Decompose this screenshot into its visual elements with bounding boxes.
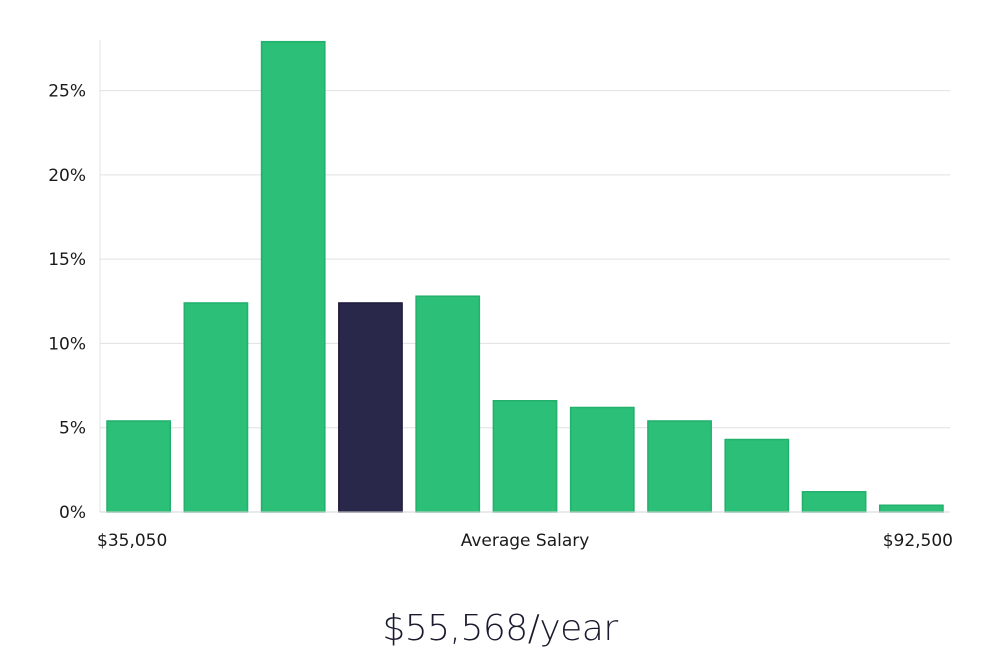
- x-axis-title: Average Salary: [461, 531, 590, 551]
- bar: [569, 406, 635, 513]
- bar: [647, 420, 712, 513]
- y-tick-label: 20%: [48, 166, 86, 186]
- bar: [183, 302, 249, 513]
- salary-histogram: 0%5%10%15%20%25% $35,050 Average Salary …: [48, 40, 953, 551]
- bar: [260, 40, 326, 513]
- y-tick-label: 10%: [48, 334, 86, 354]
- x-min-label: $35,050: [97, 531, 167, 551]
- y-axis-ticks: 0% 5% 10% 15% 20% 25%: [48, 82, 86, 523]
- bar: [801, 491, 867, 513]
- y-tick-label: 0%: [59, 503, 86, 523]
- bar: [724, 438, 790, 513]
- y-tick-label: 15%: [48, 250, 86, 270]
- bar: [106, 420, 172, 513]
- bar: [415, 295, 481, 513]
- y-tick-label: 5%: [59, 419, 86, 439]
- y-tick-label: 25%: [48, 82, 86, 102]
- bar-highlighted: [338, 302, 403, 513]
- x-max-label: $92,500: [883, 531, 953, 551]
- bar: [492, 399, 558, 513]
- bars: [106, 40, 944, 513]
- bar: [878, 504, 944, 513]
- average-salary-caption: $55,568/year: [382, 608, 618, 649]
